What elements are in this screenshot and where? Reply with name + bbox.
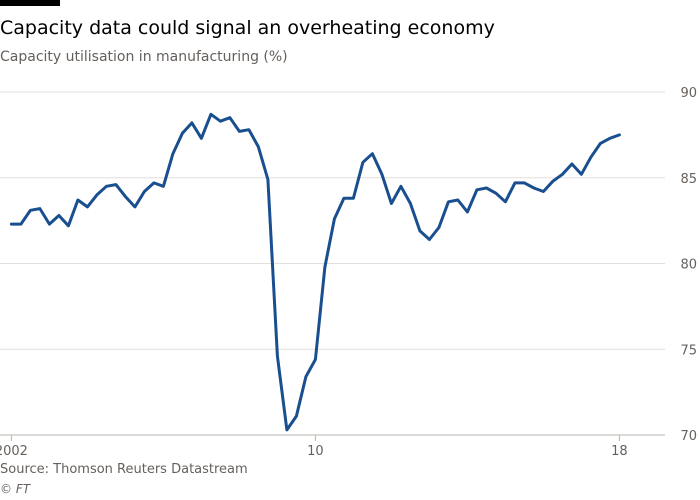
chart-title: Capacity data could signal an overheatin… — [0, 17, 495, 39]
x-tick-label: 2002 — [0, 444, 28, 455]
source-note: Source: Thomson Reuters Datastream — [0, 462, 248, 477]
ft-credit: © FT — [0, 482, 31, 496]
y-tick-label: 90 — [680, 86, 697, 101]
y-tick-label: 80 — [680, 258, 697, 273]
y-tick-label: 70 — [680, 429, 697, 444]
series-layer — [9, 112, 621, 432]
chart-subtitle: Capacity utilisation in manufacturing (%… — [0, 49, 288, 65]
axes: 70 75 80 85 90 2002 10 18 — [0, 86, 697, 455]
y-tick-label: 75 — [680, 343, 697, 358]
x-tick-label: 18 — [611, 444, 628, 455]
gridlines — [0, 91, 665, 436]
series-line — [9, 112, 621, 432]
x-tick-label: 10 — [307, 444, 324, 455]
y-tick-label: 85 — [680, 172, 697, 187]
line-chart: 70 75 80 85 90 2002 10 18 — [0, 86, 697, 455]
header-accent-bar — [0, 0, 60, 6]
